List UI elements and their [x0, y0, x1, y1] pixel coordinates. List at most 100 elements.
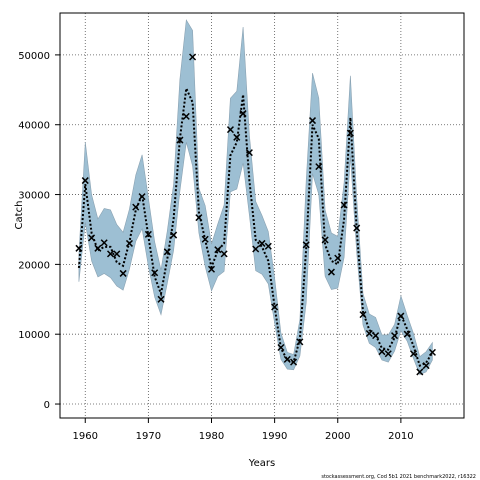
cross-stroke — [428, 348, 436, 356]
cross-stroke — [220, 250, 228, 258]
cross-stroke — [119, 269, 127, 277]
observed-point — [233, 133, 241, 141]
observed-point — [132, 203, 140, 211]
cross-stroke — [106, 250, 115, 258]
cross-stroke — [226, 126, 234, 134]
y-tick-label: 30000 — [18, 191, 50, 202]
observed-point — [384, 350, 392, 358]
observed-point — [220, 250, 228, 258]
observed-point — [315, 163, 323, 171]
observed-point — [422, 362, 430, 370]
observed-point — [151, 269, 159, 277]
observed-point — [207, 265, 216, 273]
observed-point — [403, 330, 411, 338]
cross-stroke — [189, 53, 197, 61]
observed-point — [428, 348, 436, 356]
y-tick-label: 40000 — [18, 121, 50, 132]
cross-stroke — [94, 244, 102, 252]
observed-point — [277, 343, 285, 352]
x-axis-title: Years — [248, 458, 275, 469]
observed-point — [201, 235, 209, 243]
cross-stroke — [195, 214, 203, 222]
observed-point — [258, 239, 266, 247]
x-tick-label: 1980 — [199, 431, 224, 442]
observed-point — [308, 117, 317, 125]
cross-stroke — [163, 248, 171, 256]
observed-point — [125, 239, 133, 247]
observed-point — [283, 355, 291, 363]
cross-stroke — [157, 295, 165, 303]
observed-point — [214, 246, 222, 254]
cross-stroke — [327, 268, 335, 276]
observed-point — [239, 110, 247, 118]
cross-stroke — [207, 265, 216, 273]
observed-point — [138, 193, 146, 201]
cross-stroke — [403, 330, 411, 338]
observed-point — [75, 244, 83, 252]
y-tick-label: 50000 — [18, 51, 50, 62]
x-tick-label: 1990 — [262, 431, 287, 442]
cross-stroke — [409, 350, 418, 358]
observed-point — [176, 136, 184, 144]
cross-stroke — [296, 338, 304, 346]
observed-point — [340, 201, 348, 209]
cross-stroke — [416, 368, 424, 376]
confidence-band — [78, 19, 433, 376]
cross-stroke — [378, 348, 386, 356]
cross-stroke — [353, 224, 361, 232]
cross-stroke — [290, 358, 298, 366]
cross-stroke — [113, 250, 121, 258]
cross-stroke — [258, 239, 266, 247]
observed-point — [81, 177, 89, 185]
x-axis: 1960 1970 1980 1990 2000 2010 — [73, 418, 414, 442]
cross-stroke — [302, 241, 310, 249]
cross-stroke — [132, 203, 140, 211]
cross-stroke — [334, 254, 342, 262]
cross-stroke — [125, 239, 133, 247]
cross-stroke — [151, 269, 159, 277]
cross-stroke — [88, 234, 96, 242]
observed-point — [353, 224, 361, 232]
observed-point — [106, 250, 115, 258]
cross-stroke — [75, 244, 83, 252]
observed-point — [94, 244, 102, 252]
cross-stroke — [308, 117, 317, 125]
y-axis: 0 10000 20000 30000 40000 50000 — [18, 51, 60, 411]
observed-point — [365, 329, 373, 338]
observed-point — [245, 149, 253, 157]
y-tick-label: 10000 — [18, 330, 50, 341]
observed-point — [252, 245, 260, 253]
cross-stroke — [277, 343, 285, 352]
y-axis-title: Catch — [14, 201, 25, 230]
cross-stroke — [214, 246, 222, 254]
observed-point — [409, 350, 418, 358]
cross-stroke — [176, 136, 184, 144]
cross-stroke — [384, 350, 392, 358]
observed-point — [378, 348, 386, 356]
cross-stroke — [283, 355, 291, 363]
cross-stroke — [397, 312, 405, 320]
observed-point — [372, 332, 380, 340]
observed-point — [334, 254, 342, 262]
cross-stroke — [201, 235, 209, 243]
cross-stroke — [422, 362, 430, 370]
observed-point — [170, 231, 178, 239]
observed-point — [163, 248, 171, 256]
plot-frame — [59, 12, 465, 419]
observed-point — [100, 239, 108, 247]
y-tick-label: 20000 — [18, 260, 50, 271]
cross-stroke — [100, 239, 108, 247]
cross-stroke — [372, 332, 380, 340]
confidence-band-layer — [78, 19, 433, 376]
observed-point — [327, 268, 335, 276]
observed-point — [359, 311, 367, 319]
observed-point — [189, 53, 197, 61]
observed-point — [195, 214, 203, 222]
cross-stroke — [391, 332, 399, 340]
cross-stroke — [346, 129, 354, 137]
observed-point — [271, 303, 279, 311]
y-tick-label: 0 — [44, 400, 50, 411]
x-tick-label: 1970 — [136, 431, 161, 442]
cross-stroke — [81, 177, 89, 185]
